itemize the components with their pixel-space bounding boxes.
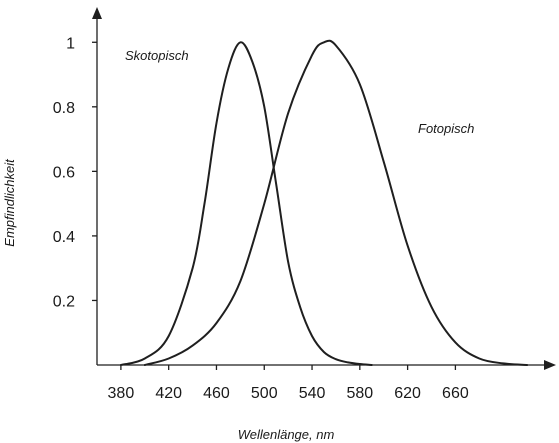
x-tick-label: 420 bbox=[155, 385, 182, 402]
y-tick-label: 0.4 bbox=[53, 229, 75, 246]
series-line-fotopisch bbox=[143, 39, 529, 366]
x-tick-label: 540 bbox=[299, 385, 326, 402]
x-tick-label: 380 bbox=[108, 385, 135, 402]
y-axis-title: Empfindlichkeit bbox=[2, 158, 17, 247]
series-line-skotopisch bbox=[119, 41, 373, 366]
x-tick-label: 620 bbox=[394, 385, 421, 402]
ticks: 380 420 460 500 540 580 620 660 0.2 0.4 0.6 0.8 1 bbox=[53, 35, 469, 402]
x-axis-title: Wellenlänge, nm bbox=[238, 427, 335, 442]
series-label-skotopisch: Skotopisch bbox=[125, 48, 189, 63]
y-tick-label: 0.8 bbox=[53, 100, 75, 117]
labels: Wellenlänge, nm Empfindlichkeit Skotopis… bbox=[2, 48, 474, 442]
axes bbox=[92, 7, 556, 370]
series-group bbox=[119, 39, 529, 366]
x-tick-label: 580 bbox=[346, 385, 373, 402]
x-tick-label: 500 bbox=[251, 385, 278, 402]
y-tick-label: 0.6 bbox=[53, 164, 75, 181]
x-axis-arrow bbox=[544, 360, 556, 370]
y-tick-label: 0.2 bbox=[53, 293, 75, 310]
y-axis-arrow bbox=[92, 7, 102, 19]
x-tick-label: 460 bbox=[203, 385, 230, 402]
x-tick-label: 660 bbox=[442, 385, 469, 402]
y-tick-label: 1 bbox=[66, 35, 75, 52]
series-label-fotopisch: Fotopisch bbox=[418, 121, 474, 136]
